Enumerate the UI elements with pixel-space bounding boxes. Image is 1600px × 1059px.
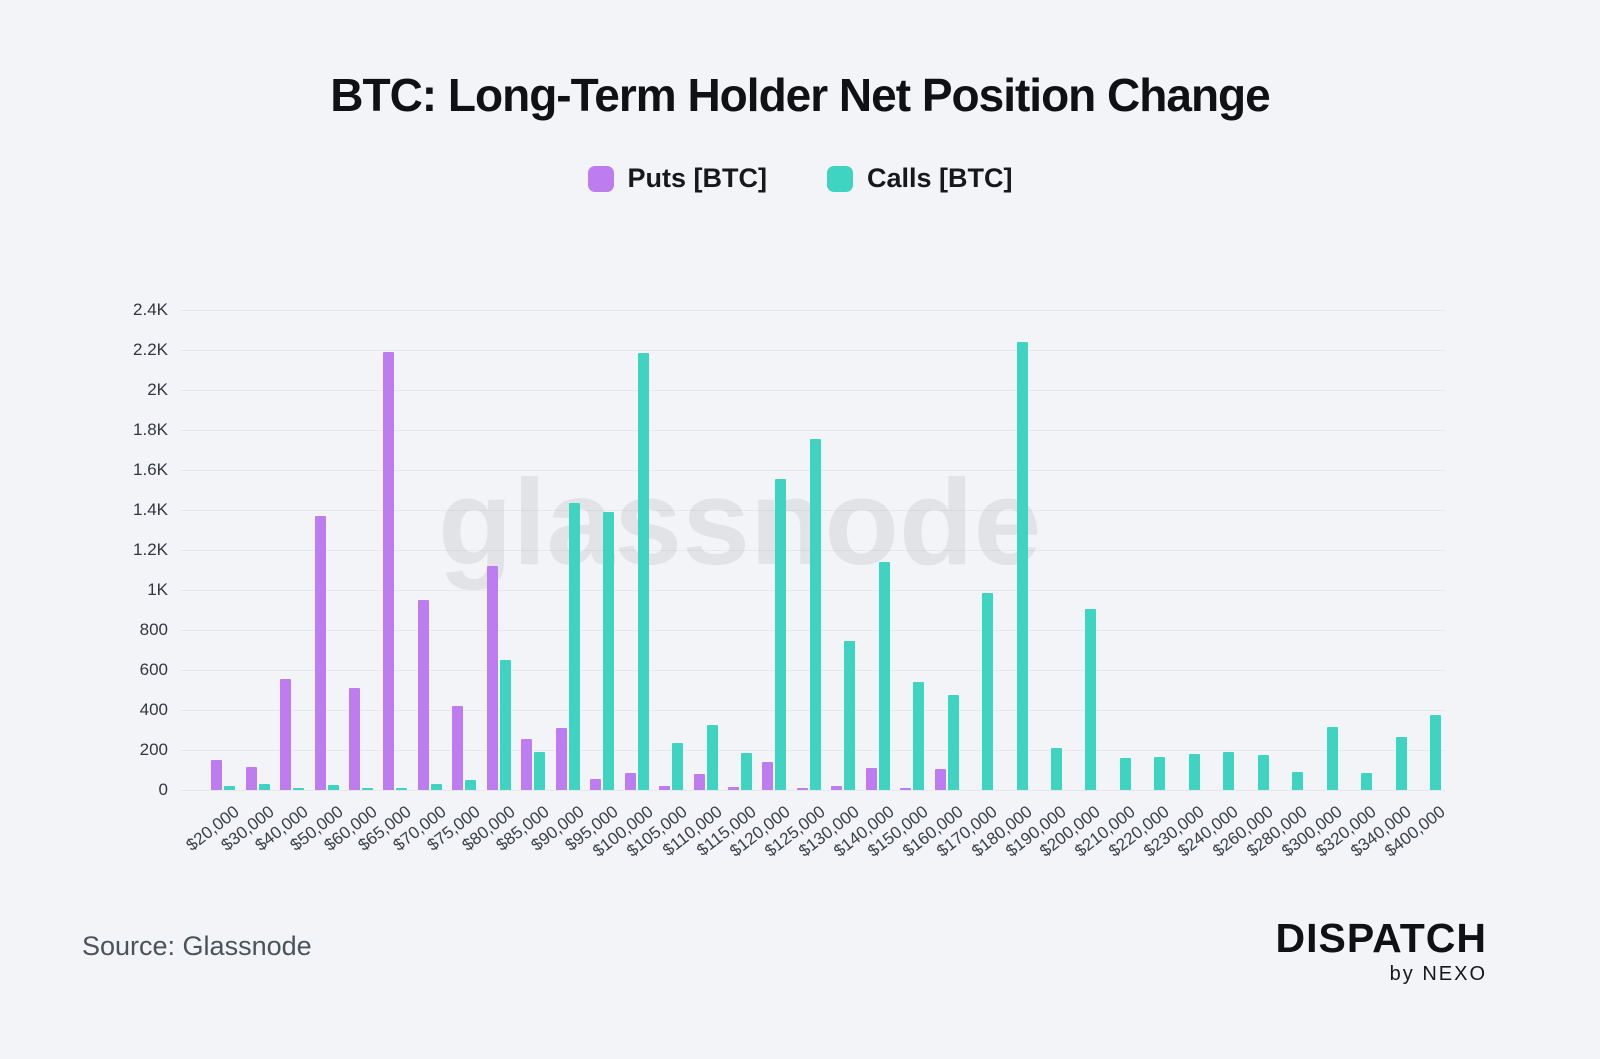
bar-calls-$105,000 [672,743,683,790]
bar-calls-$170,000 [982,593,993,790]
bar-calls-$110,000 [707,725,718,790]
y-tick-label: 1.4K [133,500,168,519]
bar-calls-$210,000 [1120,758,1131,790]
bar-calls-$30,000 [259,784,270,790]
bar-puts-$140,000 [866,768,877,790]
source-caption: Source: Glassnode [82,931,312,961]
bar-calls-$75,000 [465,780,476,790]
bar-puts-$20,000 [211,760,222,790]
legend-item-puts: Puts [BTC] [587,163,767,194]
bar-calls-$50,000 [328,785,339,790]
bar-puts-$125,000 [797,788,808,790]
bar-calls-$140,000 [879,562,890,790]
bar-calls-$220,000 [1154,757,1165,790]
bar-calls-$340,000 [1396,737,1407,790]
bar-calls-$40,000 [293,788,304,790]
gridline [180,390,1445,391]
bar-calls-$90,000 [569,503,580,790]
bar-calls-$95,000 [603,512,614,790]
brand-logo: DISPATCH by NEXO [1276,918,1487,986]
y-tick-label: 2.2K [133,340,168,359]
bar-puts-$60,000 [349,688,360,790]
legend-label-calls: Calls [BTC] [866,163,1013,193]
bar-puts-$85,000 [521,739,532,790]
bar-puts-$70,000 [418,600,429,790]
bar-calls-$300,000 [1327,727,1338,790]
chart-title: BTC: Long-Term Holder Net Position Chang… [330,69,1270,121]
bar-puts-$110,000 [694,774,705,790]
y-tick-label: 2K [147,380,168,399]
bar-calls-$130,000 [844,641,855,790]
bar-puts-$150,000 [900,788,911,790]
bar-calls-$100,000 [638,353,649,790]
gridline [180,790,1445,791]
bar-calls-$240,000 [1223,752,1234,790]
bar-puts-$30,000 [246,767,257,790]
y-tick-label: 1.2K [133,540,168,559]
y-tick-label: 2.4K [133,300,168,319]
bar-puts-$130,000 [831,786,842,790]
bar-puts-$105,000 [659,786,670,790]
legend: Puts [BTC] Calls [BTC] [0,163,1600,194]
bar-calls-$400,000 [1430,715,1441,790]
brand-name: DISPATCH [1275,915,1487,961]
bar-puts-$40,000 [280,679,291,790]
bar-puts-$95,000 [590,779,601,790]
y-tick-label: 400 [139,700,168,719]
y-tick-label: 0 [158,780,168,799]
bar-calls-$320,000 [1361,773,1372,790]
calls-swatch-icon [826,165,853,192]
y-tick-label: 1.6K [133,460,168,479]
y-tick-label: 600 [139,660,168,679]
gridline [180,430,1445,431]
bar-puts-$80,000 [487,566,498,790]
bar-calls-$280,000 [1292,772,1303,790]
bar-puts-$160,000 [935,769,946,790]
bar-puts-$100,000 [625,773,636,790]
bar-calls-$260,000 [1258,755,1269,790]
bar-calls-$115,000 [741,753,752,790]
bar-calls-$60,000 [362,788,373,790]
bar-calls-$160,000 [948,695,959,790]
bar-calls-$200,000 [1085,609,1096,790]
bar-calls-$20,000 [224,786,235,790]
bar-puts-$75,000 [452,706,463,790]
y-tick-label: 1K [147,580,168,599]
gridline [180,310,1445,311]
bar-calls-$190,000 [1051,748,1062,790]
bar-puts-$65,000 [383,352,394,790]
bar-calls-$125,000 [810,439,821,790]
bar-calls-$80,000 [500,660,511,790]
bar-calls-$230,000 [1189,754,1200,790]
y-tick-label: 200 [139,740,168,759]
bar-puts-$90,000 [556,728,567,790]
bar-calls-$70,000 [431,784,442,790]
y-tick-label: 1.8K [133,420,168,439]
brand-subtitle: by NEXO [1389,963,1487,985]
bar-puts-$50,000 [315,516,326,790]
bar-calls-$65,000 [396,788,407,790]
bar-calls-$150,000 [913,682,924,790]
bar-calls-$180,000 [1017,342,1028,790]
bar-puts-$120,000 [762,762,773,790]
legend-label-puts: Puts [BTC] [627,163,767,193]
bar-calls-$85,000 [534,752,545,790]
y-tick-label: 800 [139,620,168,639]
bar-calls-$120,000 [775,479,786,790]
glassnode-watermark: glassnode [438,454,1042,590]
puts-swatch-icon [587,165,614,192]
legend-item-calls: Calls [BTC] [826,163,1013,194]
bar-puts-$115,000 [728,787,739,790]
gridline [180,350,1445,351]
